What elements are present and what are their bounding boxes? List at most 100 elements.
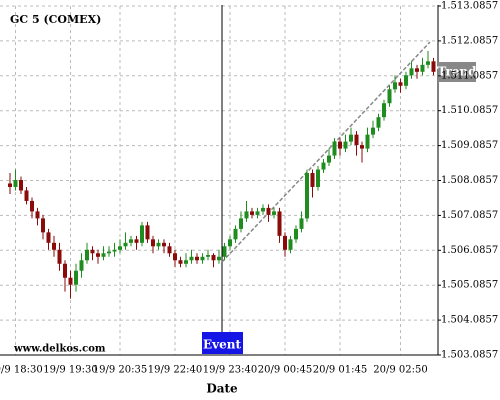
candle-body — [426, 61, 430, 65]
candle-body — [129, 239, 133, 243]
x-tick-label: 19/9 19:30 — [43, 365, 97, 376]
x-tick-label: 20/9 00:45 — [258, 365, 312, 376]
y-tick-label: 1.506.0857 — [441, 245, 498, 256]
candle-body — [85, 249, 89, 261]
trend-label: Trend — [437, 65, 477, 79]
candle-body — [327, 155, 331, 163]
candle-body — [167, 246, 172, 254]
candle-body — [52, 242, 56, 250]
x-tick-label: 20/9 01:45 — [313, 365, 367, 376]
candle-body — [79, 260, 84, 271]
candle-body — [46, 232, 51, 243]
candle-body — [162, 242, 166, 247]
candle-body — [349, 134, 353, 142]
candle-body — [217, 256, 221, 261]
candle-body — [96, 253, 100, 257]
candle-body — [376, 117, 381, 128]
candle-body — [8, 183, 12, 187]
candle-body — [283, 235, 287, 250]
y-tick-label: 1.511.0857 — [441, 70, 498, 81]
x-tick-label: 19/9 22:40 — [148, 365, 202, 376]
candle-body — [316, 169, 320, 187]
candle-body — [239, 218, 243, 229]
candle-body — [178, 260, 183, 264]
candle-body — [321, 162, 326, 170]
watermark: www.delkos.com — [13, 344, 106, 355]
candle-body — [294, 228, 298, 240]
candle-body — [41, 218, 45, 233]
candle-body — [24, 190, 29, 201]
candle-body — [200, 256, 205, 261]
candle-body — [57, 249, 62, 264]
candle-body — [195, 256, 199, 261]
chart-title: GC 5 (COMEX) — [10, 13, 101, 26]
candle-body — [184, 260, 188, 264]
candle-body — [222, 246, 227, 257]
x-tick-label: 19/9 20:35 — [93, 365, 147, 376]
candle-body — [305, 173, 309, 219]
event-box — [202, 332, 243, 354]
candle-body — [354, 134, 359, 146]
candle-body — [415, 68, 419, 72]
candle-body — [13, 180, 18, 187]
candle-body — [382, 103, 386, 118]
candle-body — [371, 127, 375, 135]
candle-body — [338, 141, 342, 149]
candle-body — [244, 211, 249, 219]
candle-body — [228, 239, 232, 247]
candle-body — [30, 200, 34, 212]
y-tick-label: 1.510.0857 — [441, 105, 498, 116]
candle-body — [134, 239, 139, 243]
candle-body — [365, 134, 370, 149]
candle-body — [360, 145, 364, 149]
candle-body — [266, 207, 271, 215]
candle-body — [211, 255, 216, 261]
y-tick-label: 1.505.0857 — [441, 280, 498, 291]
candle-body — [173, 253, 177, 261]
candle-body — [261, 207, 265, 212]
candle-body — [90, 249, 95, 254]
trend-box — [438, 62, 476, 82]
candle-body — [233, 228, 238, 240]
candle-body — [404, 75, 408, 86]
y-tick-label: 1.507.0857 — [441, 210, 498, 221]
candle-body — [310, 173, 315, 187]
candle-body — [393, 82, 397, 90]
x-tick-label: 19/9 18:30 — [0, 365, 43, 376]
y-tick-label: 1.503.0857 — [441, 350, 498, 361]
candle-body — [277, 211, 282, 236]
y-tick-label: 1.509.0857 — [441, 140, 498, 151]
candle-body — [156, 242, 161, 247]
candle-body — [189, 256, 194, 261]
candle-body — [145, 225, 150, 240]
candle-body — [398, 82, 403, 86]
candle-body — [420, 64, 425, 72]
x-tick-label: 19/9 23:40 — [203, 365, 257, 376]
y-tick-label: 1.512.0857 — [441, 35, 498, 46]
x-axis-title: Date — [206, 382, 238, 396]
candle-body — [140, 225, 144, 243]
candle-body — [35, 211, 40, 219]
event-label: Event — [203, 338, 241, 352]
candle-body — [431, 61, 436, 72]
candle-body — [101, 253, 106, 257]
y-tick-label: 1.508.0857 — [441, 175, 498, 186]
candle-body — [112, 249, 117, 252]
candle-body — [255, 211, 260, 215]
candle-body — [68, 277, 73, 285]
candle-body — [118, 246, 122, 250]
candle-body — [151, 239, 155, 247]
candle-body — [409, 68, 414, 76]
y-tick-label: 1.513.0857 — [441, 1, 498, 12]
candle-body — [272, 211, 276, 215]
candle-body — [250, 211, 254, 215]
candle-body — [123, 242, 128, 247]
x-tick-label: 20/9 02:50 — [373, 365, 427, 376]
candle-body — [19, 180, 23, 191]
candle-body — [332, 141, 337, 156]
candle-body — [74, 270, 78, 285]
candle-body — [299, 218, 304, 229]
candle-body — [63, 263, 67, 278]
